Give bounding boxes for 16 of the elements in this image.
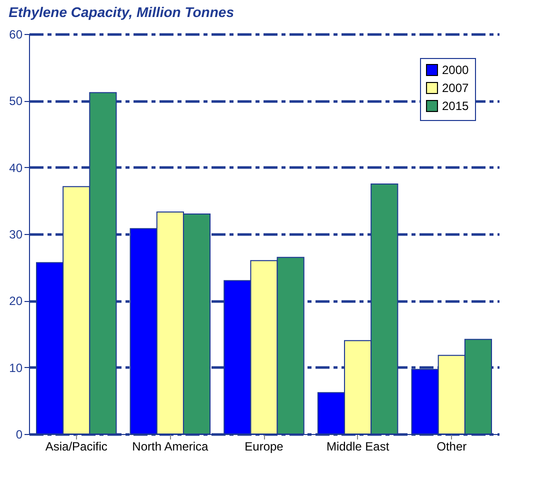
x-tick-label: Other [436,440,467,454]
legend-label: 2000 [442,63,470,77]
legend-label: 2007 [442,81,470,95]
x-tick-label: North America [132,440,209,454]
y-tick-label: 50 [9,94,23,108]
y-tick-label: 40 [9,160,23,175]
x-tick-label: Asia/Pacific [45,440,108,454]
y-tick-label: 20 [9,294,23,308]
chart-title: Ethylene Capacity, Million Tonnes [8,4,234,20]
y-tick-label: 0 [16,428,23,442]
y-tick-label: 30 [9,228,23,242]
y-tick-label: 60 [9,28,23,42]
legend-label: 2015 [442,99,470,113]
x-tick-label: Europe [244,440,284,454]
y-tick-label: 10 [9,360,23,375]
x-tick-label: Middle East [326,440,390,454]
